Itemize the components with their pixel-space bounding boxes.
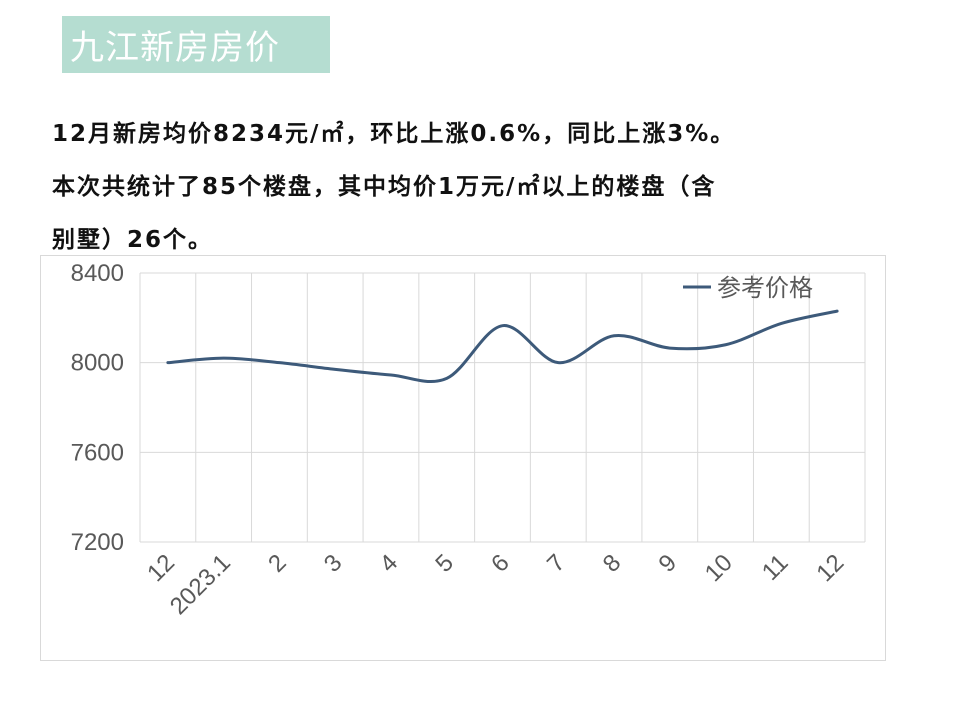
data-point [222,357,225,360]
y-axis: 7200 7600 8000 8400 [71,260,124,556]
summary-line-2: 本次共统计了85个楼盘，其中均价1万元/㎡以上的楼盘（含 [52,174,717,200]
data-point [334,368,337,371]
series-line [166,309,839,384]
summary-line-3: 别墅）26个。 [52,227,214,253]
x-tick-label: 4 [375,549,404,578]
page-title: 九江新房房价 [70,28,280,68]
x-tick-label: 11 [757,549,794,586]
data-point [668,347,671,350]
x-tick-label: 12 [811,549,849,587]
legend: 参考价格 [683,274,813,302]
x-tick-label: 8 [598,549,627,578]
title-banner: 九江新房房价 [62,16,330,73]
data-point [724,343,727,346]
x-tick-label: 10 [700,549,738,587]
x-tick-label: 5 [430,549,459,578]
summary-text: 12月新房均价8234元/㎡，环比上涨0.6%，同比上涨3%。 本次共统计了85… [52,108,912,267]
x-tick-label: 12 [142,549,180,587]
y-tick-label: 8000 [71,350,124,377]
legend-label: 参考价格 [717,274,813,302]
data-point [166,361,169,364]
y-tick-label: 7200 [71,529,124,556]
data-point [557,361,560,364]
x-tick-label: 7 [542,549,571,578]
x-tick-label: 2023.1 [165,549,236,620]
data-point [445,377,448,380]
data-point [836,310,839,313]
series [166,309,839,384]
data-point [613,334,616,337]
summary-line-1: 12月新房均价8234元/㎡，环比上涨0.6%，同比上涨3%。 [52,121,736,147]
data-point [278,361,281,364]
grid [139,272,866,543]
data-point [780,322,783,325]
x-tick-label: 2 [263,549,292,578]
chart-frame: 7200 7600 8000 8400 12 2023.1 2 3 4 5 6 7 8 9 10 11 12 … [40,255,886,661]
data-point [501,324,504,327]
data-point [389,373,392,376]
y-tick-label: 8400 [71,260,124,287]
y-tick-label: 7600 [71,439,124,466]
x-tick-label: 9 [654,549,683,578]
x-tick-label: 6 [486,549,515,578]
x-tick-label: 3 [319,549,348,578]
